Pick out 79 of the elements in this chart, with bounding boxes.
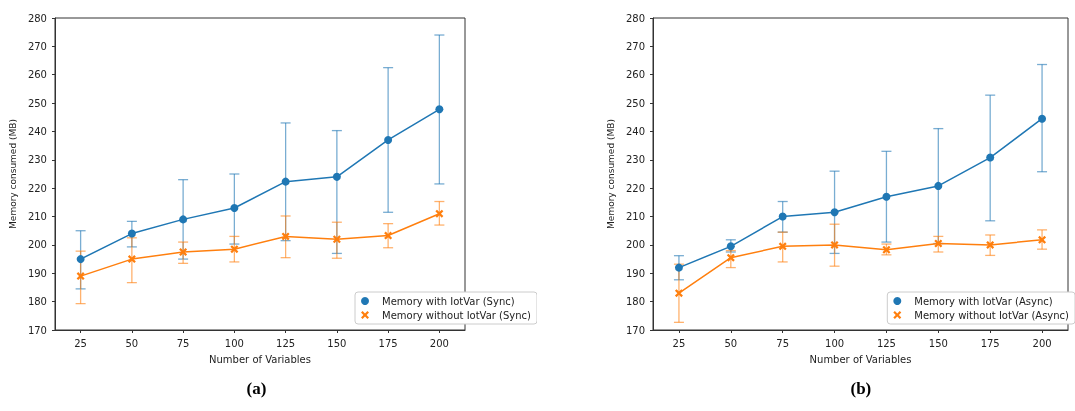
- point: [435, 209, 444, 218]
- legend-label: Memory with IotVar (Async): [914, 295, 1053, 307]
- x-tick-label: 150: [928, 337, 948, 349]
- legend-label: Memory with IotVar (Sync): [382, 295, 515, 307]
- x-tick-label: 200: [1032, 337, 1052, 349]
- y-tick-label: 180: [27, 296, 47, 308]
- x-tick-label: 175: [980, 337, 1000, 349]
- y-tick-label: 250: [27, 97, 47, 109]
- point: [384, 135, 393, 144]
- y-tick-label: 240: [625, 125, 645, 137]
- x-tick-label: 25: [672, 337, 686, 349]
- x-tick-label: 175: [378, 337, 398, 349]
- y-tick-label: 170: [27, 324, 47, 336]
- y-tick-label: 190: [27, 267, 47, 279]
- x-tick-label: 150: [327, 337, 347, 349]
- point: [179, 248, 188, 256]
- y-tick-label: 280: [27, 12, 47, 24]
- y-axis-title: Memory consumed (MB): [605, 119, 616, 229]
- y-tick-label: 180: [625, 296, 645, 308]
- y-tick-label: 170: [625, 324, 645, 336]
- point: [778, 212, 787, 221]
- y-tick-label: 270: [27, 40, 47, 52]
- x-tick-label: 125: [276, 337, 296, 349]
- y-tick-label: 280: [625, 12, 645, 24]
- point: [726, 253, 735, 262]
- y-tick-label: 240: [27, 125, 47, 137]
- point: [986, 240, 995, 249]
- y-tick-label: 260: [625, 69, 645, 81]
- point: [76, 272, 85, 281]
- point: [830, 240, 839, 249]
- point: [435, 105, 444, 114]
- legend-label: Memory without IotVar (Async): [914, 309, 1070, 321]
- point: [127, 255, 136, 264]
- y-tick-label: 200: [27, 239, 47, 251]
- y-tick-label: 220: [625, 182, 645, 194]
- y-tick-label: 230: [27, 154, 47, 166]
- point: [882, 192, 891, 201]
- point: [674, 289, 683, 298]
- x-tick-label: 75: [176, 337, 190, 349]
- x-axis-title: Number of Variables: [809, 353, 912, 365]
- point: [384, 231, 393, 240]
- point: [230, 245, 239, 254]
- x-tick-label: 200: [429, 337, 449, 349]
- y-tick-label: 200: [625, 239, 645, 251]
- text: (b): [850, 379, 872, 398]
- point: [934, 181, 943, 190]
- point: [76, 255, 85, 264]
- x-tick-label: 125: [876, 337, 896, 349]
- x-tick-label: 50: [724, 337, 738, 349]
- x-tick-label: 100: [825, 337, 845, 349]
- x-tick-label: 50: [125, 337, 139, 349]
- point: [674, 263, 683, 272]
- y-tick-label: 190: [625, 267, 645, 279]
- y-tick-label: 230: [625, 154, 645, 166]
- point: [778, 242, 787, 251]
- y-tick-label: 250: [625, 97, 645, 109]
- text: (a): [246, 379, 267, 398]
- y-tick-label: 270: [625, 40, 645, 52]
- point: [1038, 235, 1047, 244]
- y-tick-label: 210: [27, 211, 47, 223]
- point: [830, 208, 839, 217]
- legend-label: Memory without IotVar (Sync): [382, 309, 532, 321]
- point: [179, 215, 188, 224]
- x-tick-label: 100: [224, 337, 244, 349]
- point: [332, 172, 341, 181]
- x-tick-label: 25: [74, 337, 87, 349]
- point: [986, 153, 995, 162]
- y-tick-label: 210: [625, 211, 645, 223]
- x-axis-title: Number of Variables: [209, 353, 311, 365]
- point: [1038, 114, 1047, 123]
- y-axis-title: Memory consumed (MB): [7, 119, 18, 229]
- point: [281, 177, 290, 186]
- y-tick-label: 220: [27, 182, 47, 194]
- point: [281, 232, 290, 241]
- point: [230, 204, 239, 213]
- y-tick-label: 260: [27, 69, 47, 81]
- point: [332, 235, 341, 244]
- point: [127, 229, 136, 238]
- x-tick-label: 75: [776, 337, 790, 349]
